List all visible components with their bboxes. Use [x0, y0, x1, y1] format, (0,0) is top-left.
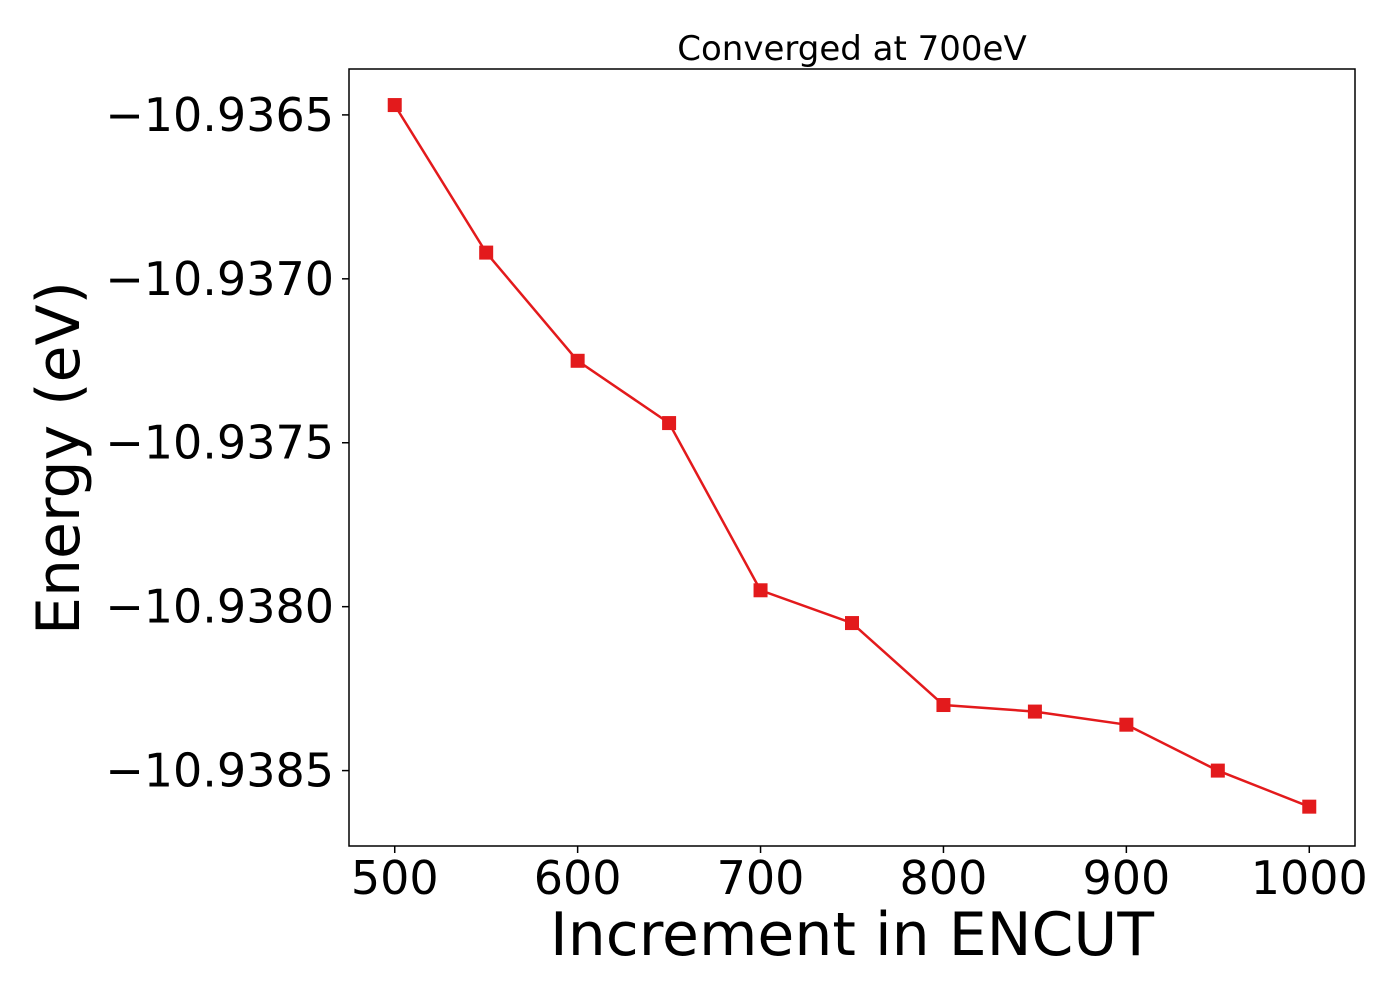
- chart-title: Converged at 700eV: [677, 29, 1026, 69]
- x-tick-label: 700: [717, 851, 805, 905]
- data-point: [570, 353, 585, 368]
- y-axis: −10.9365 −10.9370 −10.9375 −10.9380 −10.9385: [105, 88, 349, 798]
- y-tick-label: −10.9370: [105, 252, 334, 306]
- x-tick-label: 900: [1082, 851, 1170, 905]
- data-point: [1119, 717, 1134, 732]
- x-axis-label: Increment in ENCUT: [550, 900, 1154, 970]
- data-point: [1027, 704, 1042, 719]
- y-tick-label: −10.9380: [105, 580, 334, 634]
- plot-area: [387, 98, 1317, 814]
- plot-frame: [348, 68, 1356, 847]
- data-point: [662, 416, 677, 431]
- x-tick-label: 800: [900, 851, 988, 905]
- y-tick-label: −10.9385: [105, 744, 334, 798]
- series-line: [393, 104, 1310, 808]
- data-point: [1210, 763, 1225, 778]
- data-point: [387, 98, 402, 113]
- y-tick-label: −10.9375: [105, 416, 334, 470]
- x-tick-label: 500: [351, 851, 439, 905]
- data-point: [753, 583, 768, 598]
- data-point: [1302, 799, 1317, 814]
- data-point: [936, 698, 951, 713]
- y-axis-label: Energy (eV): [24, 281, 94, 635]
- y-tick-label: −10.9365: [105, 88, 334, 142]
- data-point: [845, 616, 859, 631]
- data-point: [479, 245, 494, 260]
- x-tick-label: 600: [534, 851, 622, 905]
- x-axis: 500 600 700 800 900 1000: [351, 846, 1368, 905]
- x-tick-label: 1000: [1251, 851, 1368, 905]
